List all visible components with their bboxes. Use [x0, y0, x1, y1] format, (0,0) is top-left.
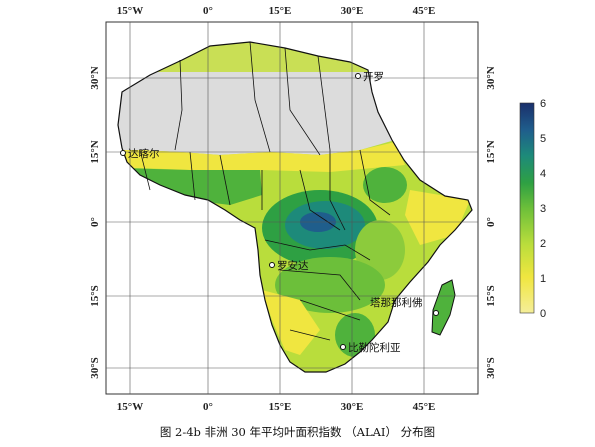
- city-marker: [433, 310, 439, 316]
- lon-label-bottom: 15°W: [117, 401, 143, 413]
- lat-label-right: 15°N: [485, 140, 497, 163]
- city-label: 比勒陀利亚: [348, 341, 401, 354]
- lon-label-bottom: 15°E: [269, 401, 292, 413]
- city-cairo: 开罗: [355, 71, 384, 83]
- city-dakar: 达喀尔: [120, 147, 160, 160]
- colorbar-ramp: [519, 102, 535, 314]
- sahara-no-data: [118, 72, 395, 155]
- lat-label-left: 15°N: [89, 140, 101, 163]
- lat-label-left: 15°S: [89, 285, 101, 307]
- city-marker: [269, 262, 275, 268]
- country-borders: [139, 41, 391, 341]
- lat-label-left: 0°: [89, 217, 101, 227]
- lat-label-right: 30°N: [485, 66, 497, 89]
- lon-label-bottom: 45°E: [413, 401, 436, 413]
- colorbar-tick: 5: [540, 133, 546, 145]
- graticule: [106, 22, 478, 394]
- figure-caption: 图 2-4b 非洲 30 年平均叶面积指数 （ALAI） 分布图: [159, 425, 436, 439]
- colorbar-tick: 1: [540, 273, 546, 285]
- lon-label-top: 30°E: [341, 5, 364, 17]
- lon-label-top: 45°E: [413, 5, 436, 17]
- city-luanda: 罗安达: [269, 259, 309, 272]
- colorbar-tick: 6: [540, 98, 546, 110]
- city-marker: [355, 73, 361, 79]
- colorbar-tick: 0: [540, 308, 546, 320]
- city-marker: [120, 150, 126, 156]
- lat-label-left: 30°N: [89, 66, 101, 89]
- city-label: 罗安达: [277, 259, 309, 272]
- city-label: 塔那那利佛: [370, 296, 423, 309]
- city-antananarivo: 塔那那利佛: [370, 296, 439, 316]
- lat-label-right: 0°: [485, 217, 497, 227]
- colorbar: 6 5 4 3 2 1 0: [519, 98, 546, 320]
- city-label: 达喀尔: [128, 147, 160, 160]
- city-label: 开罗: [363, 71, 384, 83]
- lon-label-top: 0°: [203, 5, 213, 17]
- lon-label-bottom: 30°E: [341, 401, 364, 413]
- colorbar-tick: 2: [540, 238, 546, 250]
- lon-label-top: 15°W: [117, 5, 143, 17]
- lon-label-bottom: 0°: [203, 401, 213, 413]
- city-pretoria: 比勒陀利亚: [340, 341, 401, 354]
- colorbar-tick: 4: [540, 168, 546, 180]
- lat-label-right: 15°S: [485, 285, 497, 307]
- lat-label-left: 30°S: [89, 357, 101, 379]
- colorbar-tick: 3: [540, 203, 546, 215]
- lon-label-top: 15°E: [269, 5, 292, 17]
- lat-label-right: 30°S: [485, 357, 497, 379]
- africa-coastline: [117, 41, 473, 373]
- city-marker: [340, 344, 346, 350]
- madagascar: [431, 279, 456, 336]
